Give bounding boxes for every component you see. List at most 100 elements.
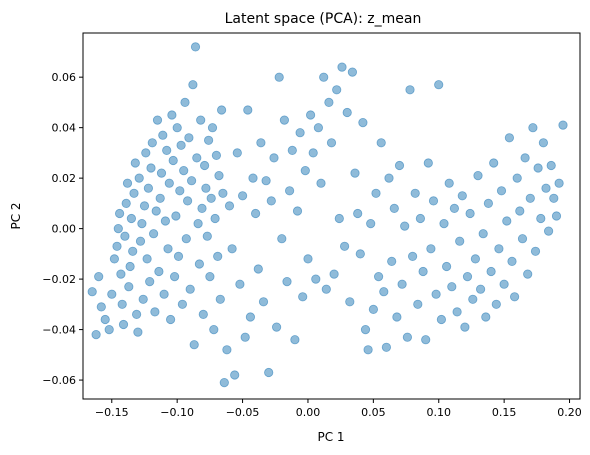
scatter-point <box>152 115 163 125</box>
scatter-point <box>366 219 376 229</box>
scatter-point <box>502 216 512 226</box>
scatter-point <box>217 105 227 115</box>
scatter-point <box>185 284 195 294</box>
scatter-point <box>525 193 535 203</box>
scatter-point <box>227 244 237 254</box>
scatter-point <box>407 251 418 261</box>
scatter-point <box>238 191 248 201</box>
y-tick-label: 0.02 <box>52 172 77 185</box>
scatter-point <box>162 145 172 155</box>
scatter-point <box>379 287 389 297</box>
scatter-point <box>142 254 152 264</box>
scatter-point <box>125 261 135 272</box>
scatter-point <box>251 208 261 219</box>
scatter-point <box>455 236 465 246</box>
chart-title: Latent space (PCA): z_mean <box>225 11 422 27</box>
scatter-point <box>418 266 428 277</box>
scatter-point <box>224 201 235 211</box>
scatter-point <box>141 148 151 158</box>
scatter-point <box>192 153 202 163</box>
scatter-point <box>507 256 517 266</box>
scatter-point <box>156 168 167 178</box>
scatter-point <box>496 186 507 196</box>
scatter-point <box>478 229 488 239</box>
scatter-point <box>204 135 214 145</box>
scatter-point <box>197 203 207 213</box>
scatter-point <box>154 266 164 277</box>
scatter-point <box>274 72 284 82</box>
x-axis-ticks: −0.15 −0.10 −0.05 0.00 0.05 0.10 0.15 0.20 <box>95 399 582 419</box>
scatter-point <box>530 246 541 256</box>
scatter-point <box>381 342 391 352</box>
x-tick-label: 0.05 <box>361 406 386 419</box>
x-tick-label: −0.15 <box>95 406 129 419</box>
scatter-point <box>206 193 216 203</box>
scatter-point <box>171 211 181 221</box>
scatter-point <box>170 271 180 282</box>
scatter-point <box>520 153 530 163</box>
scatter-point <box>214 171 224 181</box>
scatter-point <box>116 269 126 279</box>
scatter-point <box>342 107 352 118</box>
scatter-point <box>434 80 444 90</box>
scatter-point <box>491 299 501 309</box>
scatter-point <box>190 42 201 52</box>
y-axis-ticks: −0.06 −0.04 −0.02 0.00 0.02 0.04 0.06 <box>42 71 83 387</box>
scatter-point <box>470 254 480 264</box>
scatter-point <box>177 299 187 309</box>
scatter-point <box>138 294 148 304</box>
scatter-point <box>201 183 211 193</box>
scatter-point <box>96 302 106 312</box>
scatter-point <box>313 123 323 133</box>
scatter-point <box>543 226 554 236</box>
scatter-point <box>248 173 258 183</box>
scatter-point <box>528 123 538 133</box>
scatter-point <box>132 309 142 319</box>
scatter-point <box>128 246 138 256</box>
scatter-point <box>468 294 478 304</box>
scatter-point <box>117 299 127 309</box>
scatter-point <box>87 287 97 297</box>
scatter-point <box>353 208 363 219</box>
scatter-point <box>287 145 297 155</box>
scatter-point <box>512 173 522 183</box>
scatter-point <box>207 123 218 133</box>
scatter-point <box>211 150 221 160</box>
scatter-point <box>129 188 139 198</box>
x-tick-label: 0.10 <box>426 406 451 419</box>
scatter-point <box>460 322 470 332</box>
scatter-point <box>134 173 144 183</box>
scatter-point <box>121 198 131 208</box>
x-tick-label: 0.15 <box>492 406 517 419</box>
scatter-point <box>509 292 520 302</box>
scatter-point <box>160 216 170 226</box>
scatter-point <box>541 183 551 193</box>
scatter-point <box>245 312 255 322</box>
scatter-point <box>187 176 197 186</box>
scatter-point <box>549 193 559 203</box>
scatter-point <box>100 314 110 325</box>
scatter-point <box>253 264 263 274</box>
scatter-point <box>184 133 194 143</box>
scatter-point <box>321 284 331 294</box>
scatter-point <box>213 251 223 261</box>
scatter-point <box>339 241 350 251</box>
y-axis-label: PC 2 <box>9 202 23 229</box>
scatter-point <box>230 370 240 380</box>
scatter-point <box>151 206 161 216</box>
scatter-point <box>465 208 475 219</box>
scatter-point <box>554 178 564 188</box>
scatter-point <box>300 166 310 176</box>
scatter-point <box>368 304 378 314</box>
scatter-point <box>515 206 525 216</box>
scatter-point <box>243 105 253 115</box>
scatter-point <box>358 118 368 128</box>
scatter-point <box>292 206 303 216</box>
scatter-point <box>172 123 182 133</box>
scatter-point <box>147 138 157 148</box>
scatter-point <box>303 254 313 264</box>
scatter-point <box>329 269 339 279</box>
scatter-point <box>279 115 289 125</box>
scatter-point <box>124 282 134 292</box>
scatter-point <box>311 274 321 284</box>
